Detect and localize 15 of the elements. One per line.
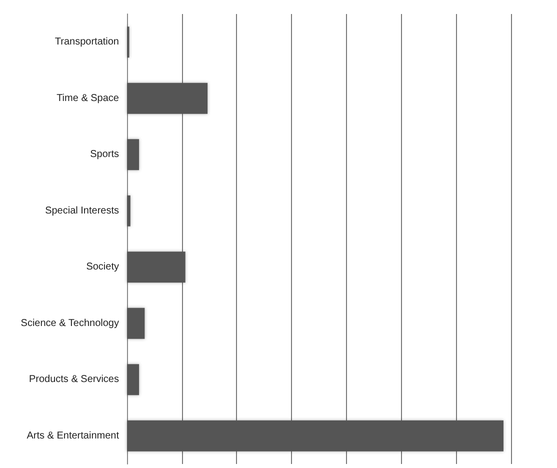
y-tick-label: Arts & Entertainment: [26, 430, 120, 442]
bar: [127, 82, 208, 114]
y-tick-label: Special Interests: [45, 205, 119, 216]
bar: [127, 308, 145, 339]
bar: [127, 252, 186, 283]
bar: [127, 420, 504, 452]
y-tick-label: Time & Space: [56, 92, 120, 104]
bar: [127, 195, 130, 226]
y-tick-label: Science & Technology: [20, 318, 119, 329]
y-tick-label: Sports: [90, 149, 119, 160]
bar: [127, 364, 140, 396]
y-tick-label: Products & Services: [28, 374, 119, 386]
y-tick-label: Transportation: [54, 36, 119, 48]
y-tick-label: Society: [86, 262, 119, 273]
bar: [127, 139, 140, 170]
